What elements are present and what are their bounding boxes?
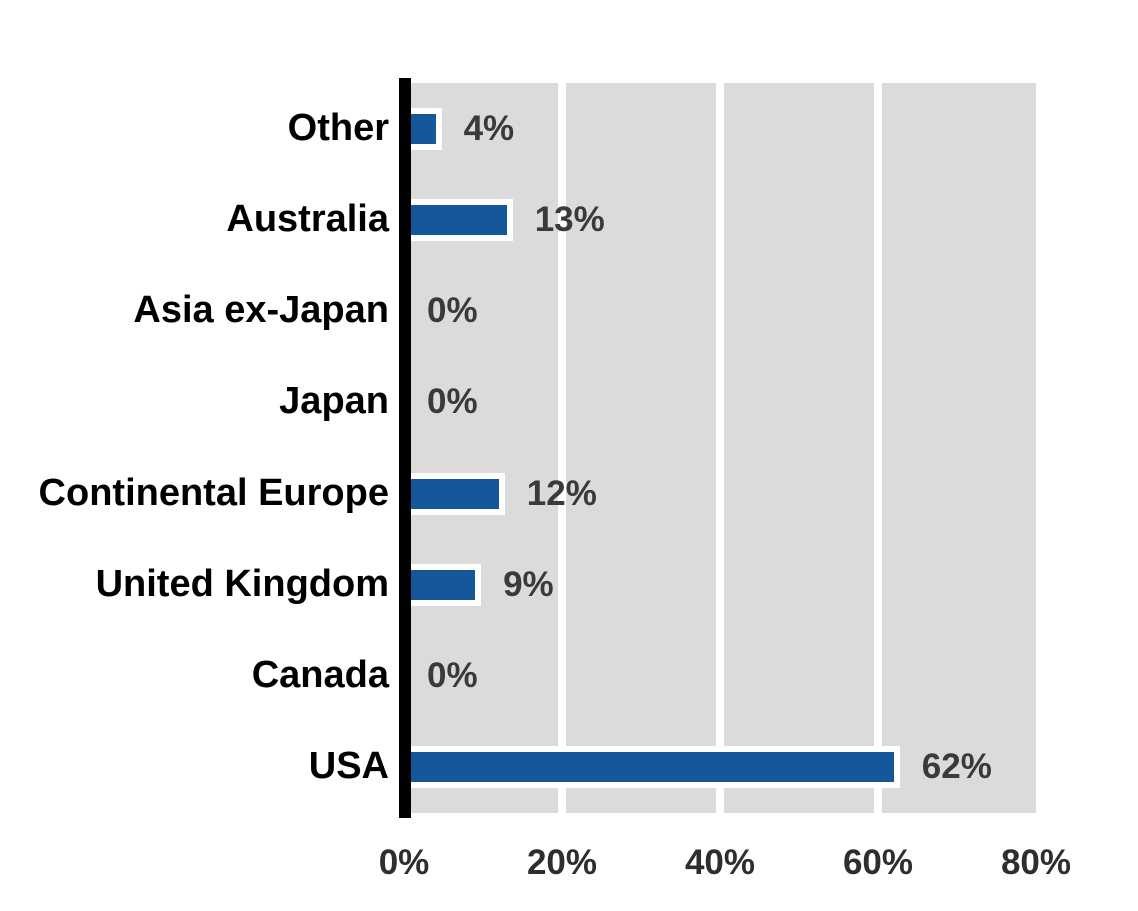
bar <box>398 472 505 515</box>
category-label: Other <box>287 106 389 149</box>
bar <box>398 198 513 241</box>
category-label: United Kingdom <box>95 562 389 605</box>
value-label: 12% <box>526 473 597 513</box>
x-tick-label: 60% <box>842 842 914 882</box>
category-label: Canada <box>251 654 389 697</box>
gridline-60 <box>874 83 882 813</box>
category-label: USA <box>308 745 389 788</box>
category-label: Japan <box>279 380 389 423</box>
gridline-40 <box>716 83 724 813</box>
y-axis-line <box>399 78 411 818</box>
value-label: 62% <box>921 747 992 787</box>
value-label: 9% <box>503 564 554 604</box>
category-label: Asia ex-Japan <box>133 289 389 332</box>
category-label: Continental Europe <box>38 471 389 514</box>
value-label: 13% <box>534 199 605 239</box>
category-label: Australia <box>226 197 389 240</box>
value-label: 0% <box>427 655 478 695</box>
x-tick-label: 0% <box>378 842 430 882</box>
x-tick-label: 40% <box>684 842 756 882</box>
x-tick-label: 20% <box>526 842 598 882</box>
value-label: 4% <box>463 108 515 148</box>
bar <box>398 746 900 789</box>
value-label: 0% <box>427 382 478 422</box>
gridline-20 <box>558 83 566 813</box>
x-tick-label: 80% <box>1000 842 1072 882</box>
value-label: 0% <box>427 290 478 330</box>
